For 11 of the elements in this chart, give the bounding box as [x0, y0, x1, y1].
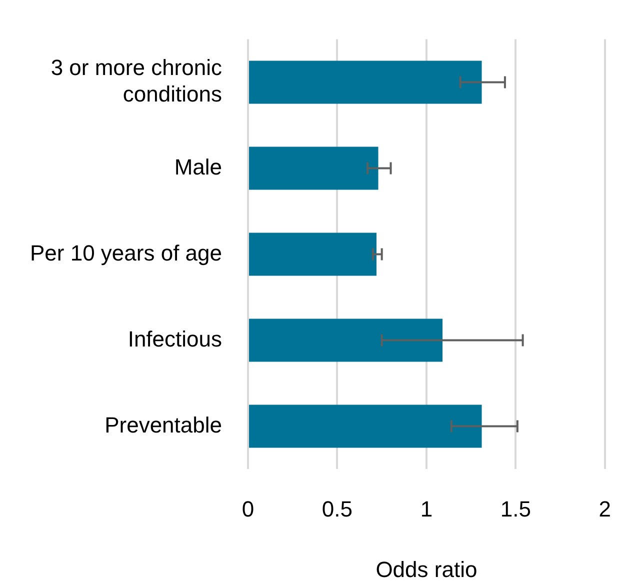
y-tick-label: Infectious [128, 326, 222, 352]
y-tick-label: Male [174, 154, 222, 180]
x-tick-label: 0 [242, 496, 254, 522]
x-tick-label: 1 [420, 496, 433, 522]
x-tick-label: 0.5 [322, 496, 353, 522]
x-tick-label: 1.5 [500, 496, 531, 522]
x-axis-title: Odds ratio [376, 556, 478, 582]
x-tick-label: 2 [598, 496, 612, 522]
y-tick-label: Preventable [104, 412, 222, 438]
y-tick-label: 3 or more chronic conditions [50, 55, 222, 106]
y-tick-label: Per 10 years of age [30, 240, 222, 266]
